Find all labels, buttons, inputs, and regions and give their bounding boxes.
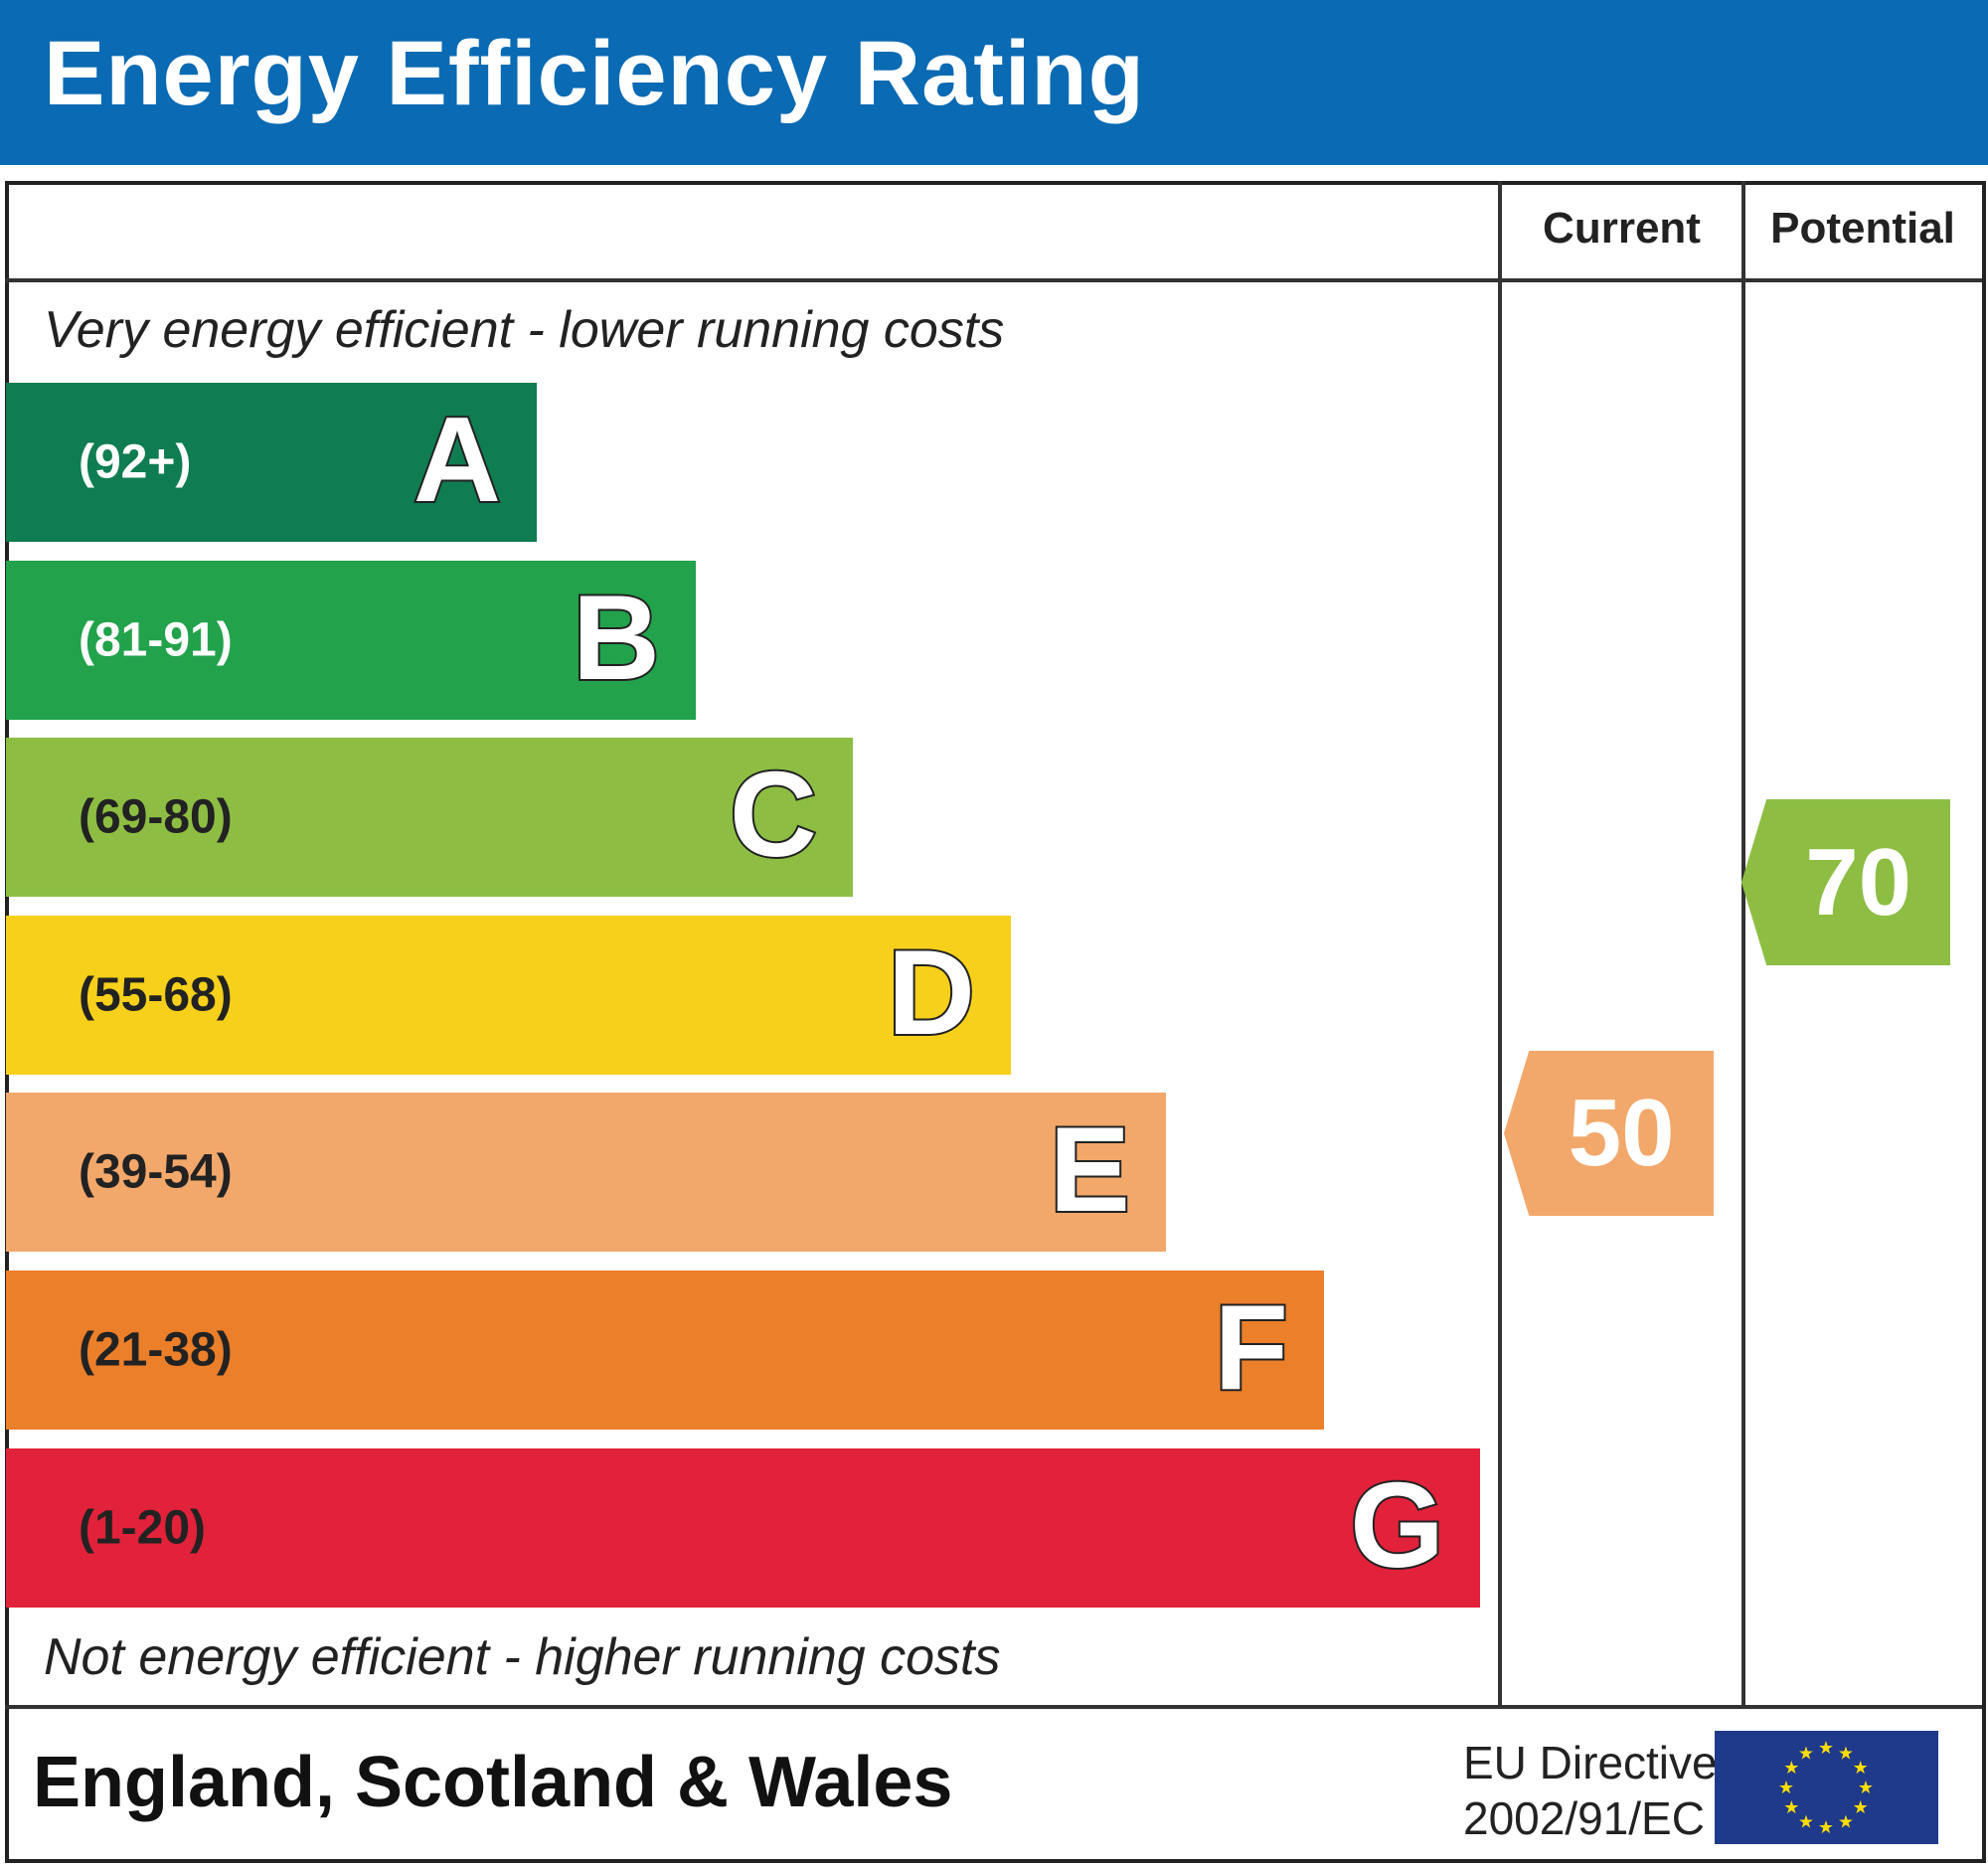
chart-title: Energy Efficiency Rating bbox=[44, 23, 1145, 124]
eu-flag-icon: ★ ★★★★★★★★★★★ bbox=[1715, 1731, 1938, 1844]
band-bar-b: (81-91) B bbox=[6, 561, 696, 720]
directive-line2: 2002/91/EC bbox=[1463, 1792, 1705, 1844]
footer-divider bbox=[5, 1705, 1982, 1709]
band-range: (1-20) bbox=[79, 1501, 207, 1555]
band-bar-g: (1-20) G bbox=[6, 1448, 1480, 1608]
eu-star-icon: ★ bbox=[1783, 1797, 1799, 1817]
column-header-potential: Potential bbox=[1770, 204, 1955, 253]
top-note: Very energy efficient - lower running co… bbox=[44, 301, 1005, 359]
band-bar-e: (39-54) E bbox=[6, 1093, 1166, 1252]
eu-star-icon: ★ bbox=[1838, 1743, 1854, 1763]
band-letter: A bbox=[412, 390, 503, 529]
header-row-divider bbox=[5, 278, 1982, 282]
current-rating-arrow: 50 bbox=[1504, 1051, 1714, 1216]
eu-star-icon: ★ bbox=[1853, 1758, 1869, 1778]
eu-star-icon: ★ bbox=[1798, 1743, 1814, 1763]
current-rating-value: 50 bbox=[1568, 1080, 1675, 1186]
bottom-note: Not energy efficient - higher running co… bbox=[44, 1628, 1001, 1686]
band-range: (81-91) bbox=[79, 613, 233, 667]
band-letter: C bbox=[728, 745, 819, 884]
eu-star-icon: ★ bbox=[1798, 1812, 1814, 1832]
band-range: (21-38) bbox=[79, 1323, 233, 1377]
eu-star-icon: ★ bbox=[1838, 1812, 1854, 1832]
potential-column-divider bbox=[1741, 181, 1745, 1708]
directive-line1: EU Directive bbox=[1463, 1737, 1718, 1788]
eu-star-icon: ★ bbox=[1818, 1738, 1834, 1758]
potential-rating-arrow: 70 bbox=[1741, 799, 1950, 965]
band-bar-a: (92+) A bbox=[6, 383, 537, 542]
band-range: (92+) bbox=[79, 435, 192, 489]
band-range: (39-54) bbox=[79, 1145, 233, 1199]
eu-star-icon: ★ bbox=[1818, 1817, 1834, 1837]
band-bar-c: (69-80) C bbox=[6, 738, 853, 897]
band-letter: D bbox=[886, 923, 977, 1062]
eu-star-icon: ★ bbox=[1778, 1778, 1794, 1797]
band-bar-f: (21-38) F bbox=[6, 1271, 1324, 1430]
band-letter: F bbox=[1212, 1277, 1290, 1417]
column-header-current: Current bbox=[1543, 204, 1701, 253]
band-letter: E bbox=[1048, 1100, 1132, 1239]
eu-star-icon: ★ bbox=[1853, 1797, 1869, 1817]
eu-star-icon: ★ bbox=[1858, 1778, 1874, 1797]
band-letter: G bbox=[1348, 1455, 1446, 1595]
band-range: (69-80) bbox=[79, 790, 233, 844]
potential-rating-value: 70 bbox=[1805, 828, 1911, 935]
region-label: England, Scotland & Wales bbox=[33, 1743, 953, 1822]
band-range: (55-68) bbox=[79, 968, 233, 1022]
header-bar bbox=[0, 0, 1988, 165]
band-letter: B bbox=[571, 568, 662, 707]
eu-star-icon: ★ bbox=[1783, 1758, 1799, 1778]
current-column-divider bbox=[1498, 181, 1502, 1708]
band-bar-d: (55-68) D bbox=[6, 916, 1011, 1075]
